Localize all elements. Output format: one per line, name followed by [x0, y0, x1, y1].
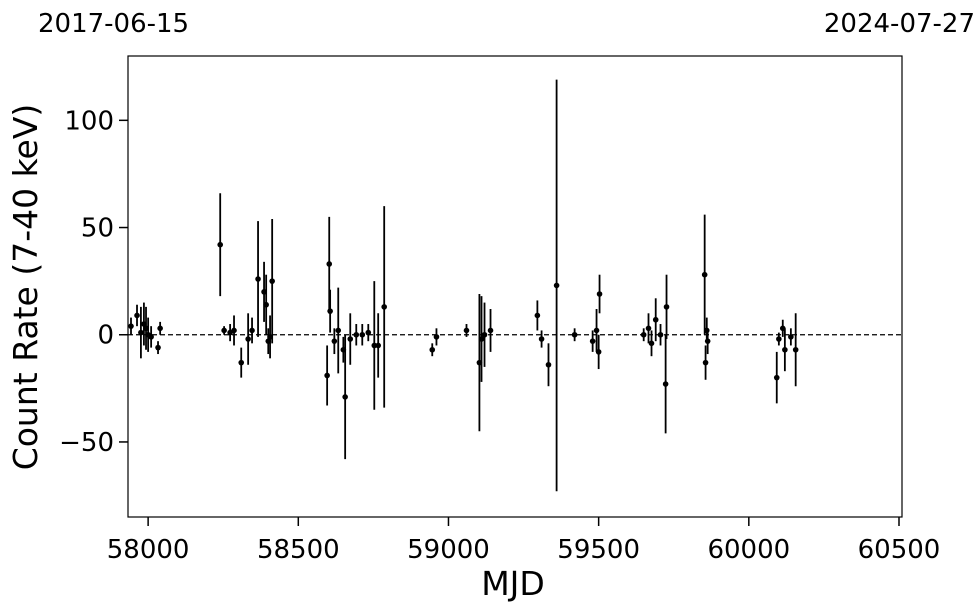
x-tick-label: 60500 — [858, 535, 941, 565]
data-point — [371, 342, 378, 349]
data-point — [359, 331, 366, 338]
x-tick-label: 60000 — [707, 535, 790, 565]
data-point — [157, 325, 163, 332]
data-point — [657, 331, 664, 338]
plot-frame — [127, 55, 903, 518]
x-tick-label: 59500 — [557, 535, 640, 565]
data-point — [269, 278, 275, 284]
data-point — [245, 336, 251, 342]
data-point — [347, 336, 354, 342]
data-point — [331, 338, 338, 344]
data-point — [249, 327, 255, 334]
data-point — [326, 261, 333, 267]
data-point — [645, 325, 652, 332]
y-axis-label: Count Rate (7-40 keV) — [6, 104, 45, 471]
data-point — [353, 331, 360, 338]
x-tick-label: 59000 — [407, 535, 490, 565]
data-point — [327, 308, 333, 314]
data-point — [217, 241, 224, 248]
data-point — [381, 304, 387, 310]
data-point — [375, 342, 381, 349]
data-point — [335, 327, 342, 334]
data-point — [365, 329, 372, 336]
data-point — [701, 271, 708, 278]
y-tick-label: 100 — [64, 106, 114, 136]
start-date: 2017-06-15 — [38, 9, 189, 39]
x-tick-label: 58000 — [107, 535, 190, 565]
data-point — [255, 276, 261, 282]
data-point — [704, 338, 711, 344]
data-point — [155, 344, 161, 351]
data-point — [263, 301, 269, 308]
data-point — [640, 331, 647, 338]
x-axis-label: MJD — [481, 564, 545, 603]
data-point — [702, 359, 709, 366]
data-point — [138, 329, 144, 336]
data-point — [595, 349, 602, 355]
data-point — [534, 312, 541, 319]
data-point — [589, 338, 596, 344]
data-point — [792, 346, 799, 353]
data-point — [128, 323, 134, 329]
data-point — [788, 334, 794, 340]
data-point — [703, 327, 710, 334]
y-tick-label: 0 — [97, 321, 114, 351]
data-point — [231, 327, 237, 334]
data-point — [776, 336, 782, 342]
data-point — [773, 374, 780, 381]
data-point — [782, 346, 788, 353]
data-point — [134, 312, 140, 319]
data-point — [221, 327, 227, 334]
data-point — [148, 334, 154, 340]
data-point — [342, 394, 348, 400]
data-point — [545, 361, 552, 368]
data-point — [324, 372, 330, 379]
data-point — [596, 291, 603, 297]
data-point — [481, 331, 488, 338]
data-point — [663, 304, 670, 310]
data-point — [571, 331, 578, 338]
data-point — [487, 327, 494, 334]
data-point — [463, 327, 470, 334]
end-date: 2024-07-27 — [824, 9, 975, 39]
x-tick-label: 58500 — [257, 535, 340, 565]
data-point — [478, 336, 485, 342]
data-point — [553, 282, 560, 289]
data-point — [538, 336, 545, 342]
data-point — [662, 381, 669, 387]
y-tick-label: −50 — [59, 428, 114, 458]
data-point — [433, 334, 440, 340]
data-point — [238, 359, 245, 366]
data-point — [593, 327, 600, 334]
data-point — [429, 346, 436, 353]
y-tick-label: 50 — [81, 214, 114, 244]
data-point — [652, 316, 659, 323]
data-point — [648, 340, 655, 347]
